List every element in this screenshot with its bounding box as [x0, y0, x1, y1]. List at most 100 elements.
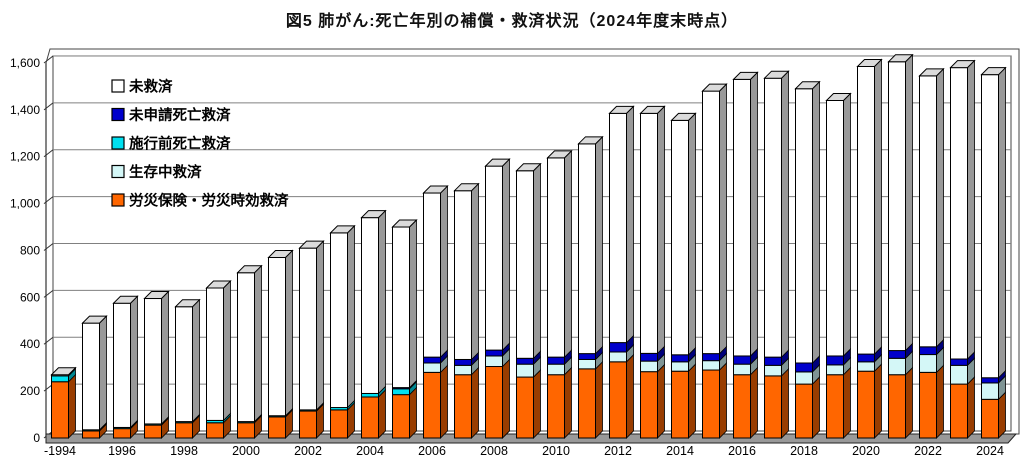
bar-segment-side [564, 366, 572, 439]
bar-2013 [639, 105, 666, 439]
bar-2007 [453, 182, 480, 439]
bar-segment-未申請死亡救済 [454, 358, 472, 366]
bar-segment-生存中救済 [950, 364, 968, 385]
bar-segment-未申請死亡救済 [888, 350, 906, 359]
bar-segment-労災保険・労災時効救済 [485, 366, 503, 439]
x-tick-label: 2000 [232, 444, 260, 458]
bar-segment-生存中救済 [547, 363, 565, 376]
bar-segment-side [657, 105, 665, 355]
bar-segment-side [409, 386, 417, 439]
legend-swatch [111, 136, 125, 150]
bar-2006 [422, 185, 449, 439]
bar-top-face [81, 315, 108, 324]
bar-segment-side [874, 58, 882, 356]
bar-segment-未救済 [392, 226, 410, 389]
bar-segment-未救済 [826, 99, 844, 357]
bar-segment-未救済 [795, 88, 813, 364]
bar-segment-side [812, 376, 820, 439]
bar-segment-未救済 [485, 165, 503, 351]
legend-swatch [111, 164, 125, 179]
y-tick [43, 196, 54, 204]
bar-segment-生存中救済 [702, 360, 720, 371]
y-tick-label: 1,400 [10, 103, 40, 117]
bar-2010 [546, 149, 573, 439]
bar-segment-未申請死亡救済 [795, 362, 813, 373]
bar-segment-生存中救済 [671, 361, 689, 372]
y-tick [43, 149, 54, 158]
bar-segment-生存中救済 [764, 364, 782, 377]
x-tick-label: -1994 [44, 444, 76, 458]
legend-swatch [111, 79, 125, 93]
bar-top-face [112, 295, 139, 304]
x-tick-label: 1996 [108, 444, 136, 458]
bar-segment-side [440, 185, 448, 359]
bar-2003 [329, 224, 356, 439]
bar-segment-労災保険・労災時効救済 [516, 376, 534, 439]
bar-segment-未救済 [268, 257, 286, 417]
bar-segment-未申請死亡救済 [981, 377, 999, 384]
bar-segment-未申請死亡救済 [578, 353, 596, 360]
bar-segment-労災保険・労災時効救済 [51, 381, 69, 439]
bar-segment-生存中救済 [516, 363, 534, 378]
bar-top-face [298, 240, 325, 249]
chart-title: 図5 肺がん:死亡年別の補償・救済状況（2024年度末時点） [285, 13, 739, 30]
bar-top-face [360, 210, 387, 219]
y-tick-label: 1,200 [10, 150, 40, 164]
bar-segment-side [533, 369, 541, 439]
bar-2009 [515, 162, 542, 439]
bar-segment-生存中救済 [640, 360, 658, 373]
bar-segment-side [502, 358, 510, 439]
y-tick-label: 1,600 [10, 56, 40, 70]
bar-segment-労災保険・労災時効救済 [764, 375, 782, 439]
y-tick-label: 1,000 [10, 197, 40, 211]
bar-segment-未救済 [113, 302, 131, 428]
bar-segment-side [905, 366, 913, 439]
bar-segment-side [781, 70, 789, 359]
bar-segment-労災保険・労災時効救済 [299, 410, 317, 439]
bar-segment-労災保険・労災時効救済 [144, 424, 162, 439]
bar-segment-side [657, 363, 665, 439]
x-tick-label: 2022 [914, 444, 942, 458]
bar-top-face [577, 136, 604, 145]
bar-2000 [236, 264, 263, 439]
bar-segment-未申請死亡救済 [671, 354, 689, 363]
bar-segment-未救済 [454, 190, 472, 360]
bar-segment-side [378, 389, 386, 439]
bar-segment-労災保険・労災時効救済 [671, 370, 689, 439]
bar-segment-労災保険・労災時効救済 [640, 371, 658, 439]
bar-top-face [236, 265, 263, 274]
bar-segment-施行前死亡救済 [51, 375, 69, 383]
bar-segment-施行前死亡救済 [392, 388, 410, 396]
legend-item-生存中救済: 生存中救済 [111, 163, 202, 181]
legend-label: 労災保険・労災時効救済 [129, 192, 289, 210]
bar-segment-未救済 [423, 192, 441, 358]
bar-segment-side [998, 391, 1006, 439]
bar-segment-未救済 [981, 74, 999, 379]
bar-segment-生存中救済 [485, 355, 503, 368]
bar-1995 [81, 315, 108, 439]
bar-segment-side [936, 67, 944, 348]
bar-segment-side [626, 105, 634, 344]
bar-segment-side [378, 209, 386, 395]
bar-1996 [112, 295, 139, 439]
bar-segment-未救済 [299, 247, 317, 411]
bar-segment-労災保険・労災時効救済 [392, 394, 410, 439]
y-tick-label: 600 [20, 290, 40, 304]
bar-segment-未救済 [950, 67, 968, 360]
bar-segment-side [285, 249, 293, 417]
bar-segment-未申請死亡救済 [485, 349, 503, 357]
bar--1994 [50, 366, 77, 439]
bar-2008 [484, 158, 511, 439]
bar-segment-side [967, 376, 975, 439]
bar-2023 [949, 59, 976, 439]
bar-2011 [577, 135, 604, 439]
bar-segment-未救済 [175, 306, 193, 423]
x-tick-label: 2024 [976, 444, 1004, 458]
legend-item-未救済: 未救済 [111, 78, 173, 96]
bar-segment-未申請死亡救済 [950, 358, 968, 366]
x-tick-label: 2014 [666, 444, 694, 458]
bar-segment-side [68, 373, 76, 439]
